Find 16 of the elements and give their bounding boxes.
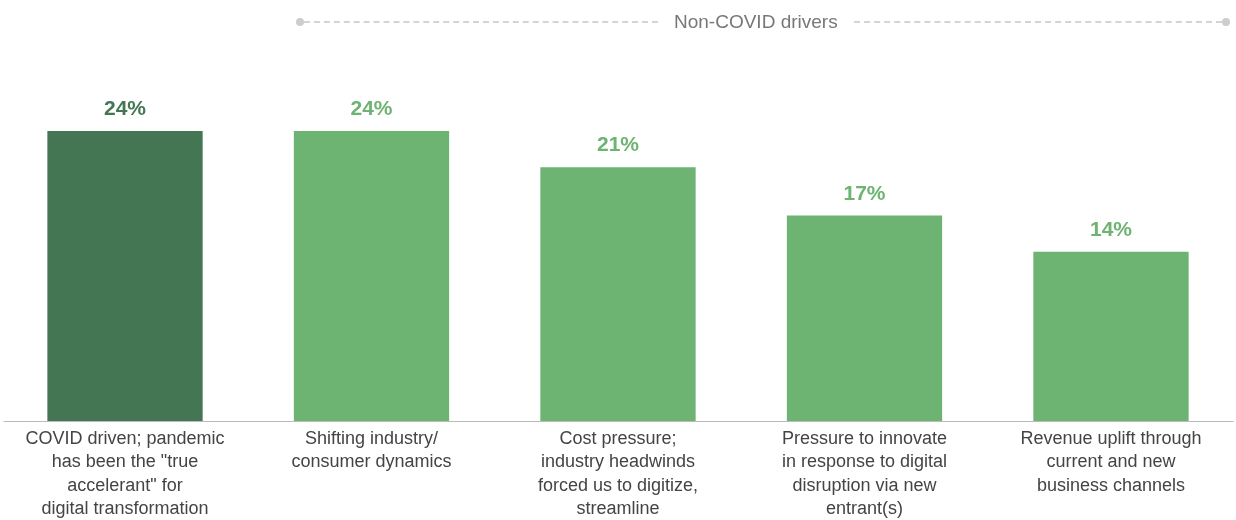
x-tick-label: Cost pressure; industry headwinds forced us to digitize, streamline [537, 427, 699, 518]
bar [1033, 251, 1189, 421]
x-tick-label: Pressure to innovate in response to digital disruption via new entrant(s) [781, 427, 948, 518]
x-tick-label: Shifting industry/ consumer dynamics [291, 427, 452, 471]
data-label: 24% [104, 96, 147, 119]
data-label: 14% [1089, 216, 1133, 240]
bar [47, 131, 203, 421]
text: Non-COVID drivers [673, 11, 839, 33]
x-tick-label: Revenue uplift through current and new business channels [1020, 427, 1202, 495]
bar [293, 131, 450, 421]
data-label: 21% [596, 132, 640, 156]
bar [786, 215, 943, 421]
x-tick-label: COVID driven; pandemic has been the "true accelerant" for digital transformation [25, 427, 225, 518]
data-label: 24% [350, 96, 393, 119]
bar [540, 167, 696, 421]
data-label: 17% [843, 180, 886, 204]
